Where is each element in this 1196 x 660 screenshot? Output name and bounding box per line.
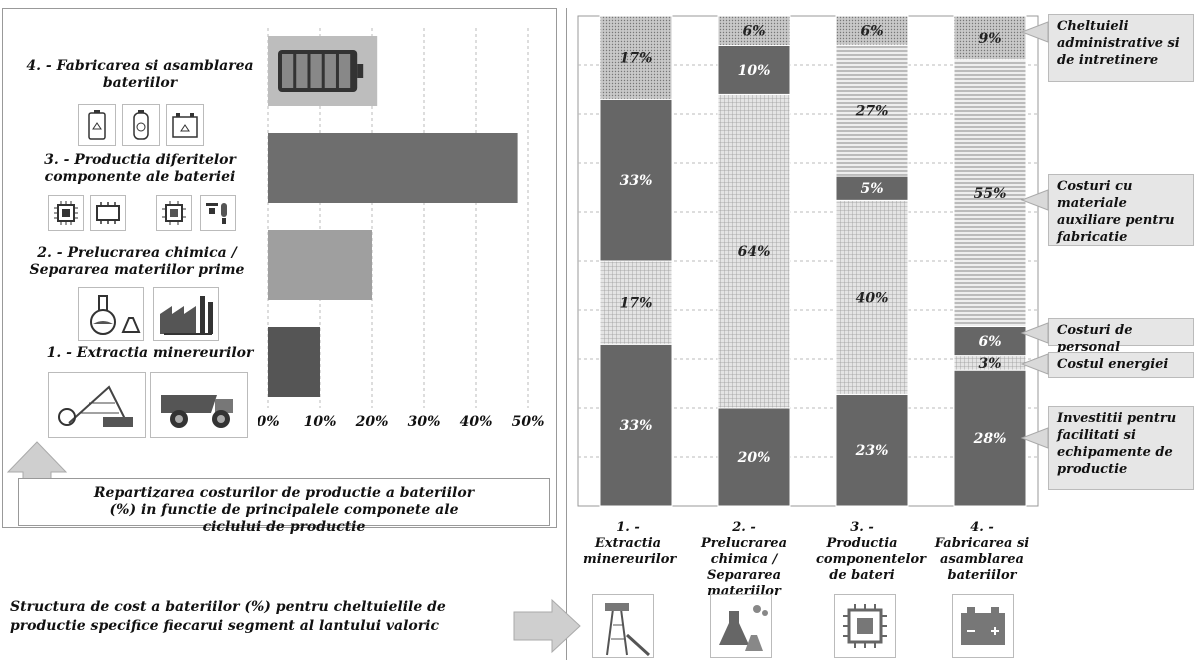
factory-icon (153, 287, 219, 341)
stage-4-label: 4. - Fabricarea si asamblarea bateriilor (26, 58, 254, 91)
segment-label: 27% (855, 104, 889, 120)
stage-1-label: 1. - Extractia minereurilor (46, 345, 254, 361)
stage-3-label: 3. - Productia diferitelor componente al… (44, 152, 236, 185)
segment-label: 6% (742, 24, 765, 40)
battery-cell (324, 54, 336, 88)
cylinder-battery-recycle-icon (122, 104, 160, 146)
stack-segment (835, 175, 909, 201)
stack-segment (835, 15, 909, 46)
chip-icon (48, 195, 84, 231)
legend-pointer-icon (1020, 353, 1049, 375)
segment-label: 6% (860, 24, 883, 40)
segment-label: 40% (856, 290, 889, 306)
stack-segment (835, 44, 909, 177)
segment-label: 17% (620, 296, 653, 312)
legend-pointer-icon (1020, 322, 1049, 344)
battery-terminal (357, 64, 364, 78)
car-battery-recycle-icon (166, 104, 204, 146)
legend-item: Costuri de personal (1048, 318, 1194, 355)
legend-item: Cheltuieli administrative si de intretin… (1048, 14, 1194, 82)
segment-label: 33% (620, 418, 653, 434)
segment-label: 33% (620, 173, 653, 189)
x-tick-label: 50% (512, 414, 545, 430)
horizontal-bar-chart: 0% 10% 20% 30% 40% 50% (258, 28, 545, 430)
flask-icon (78, 287, 144, 341)
bottom-caption: Structura de cost a bateriilor (%) pentr… (10, 599, 446, 634)
legend-pointer-icon (1020, 21, 1049, 43)
stack-segment (717, 407, 791, 507)
left-panel (2, 8, 557, 528)
battery-cell (296, 54, 308, 88)
stack-segment (953, 59, 1027, 327)
battery-cell (282, 54, 294, 88)
legend-item: Costuri cu materiale auxiliare pentru fa… (1048, 174, 1194, 246)
mining-tower-icon (592, 594, 654, 658)
legend-item: Investitii pentru facilitati si echipame… (1048, 406, 1194, 490)
segment-label: 28% (973, 431, 1007, 447)
segment-label: 55% (974, 186, 1007, 202)
stack-segment (717, 15, 791, 46)
stack-segment (835, 393, 909, 507)
stack-segment (717, 44, 791, 95)
segment-label: 64% (738, 244, 771, 260)
stack-segment (835, 199, 909, 395)
circuit-board-icon (90, 195, 126, 231)
stack-segment (599, 343, 673, 507)
segment-label: 6% (978, 334, 1001, 350)
mining-truck-icon (150, 372, 248, 438)
processor-icon (156, 195, 192, 231)
x-tick-label: 40% (460, 414, 493, 430)
vertical-divider (566, 8, 567, 660)
component-parts-icon (200, 195, 236, 231)
x-tick-label: 20% (355, 414, 389, 430)
xlabel-3: 3. - Productia componentelor de bateri (816, 520, 927, 583)
segment-label: 17% (620, 51, 653, 67)
bar (268, 230, 372, 300)
stage-2-label: 2. - Prelucrarea chimica / Separarea mat… (29, 245, 245, 278)
bar (268, 133, 518, 203)
stack-segment (599, 15, 673, 100)
stack-segment (953, 369, 1027, 507)
chip-component-icon (834, 594, 896, 658)
legend-item: Costul energiei (1048, 352, 1194, 378)
legend-pointer-icon (1020, 189, 1049, 211)
segment-label: 3% (978, 356, 1001, 372)
right-arrow-icon (513, 598, 581, 654)
chemistry-flask-icon (710, 594, 772, 658)
segment-label: 20% (737, 450, 771, 466)
legend-pointer-icon (1020, 427, 1049, 449)
battery-icon (952, 594, 1014, 658)
x-tick-label: 0% (258, 414, 280, 430)
bar (268, 327, 320, 397)
left-caption: Repartizarea costurilor de productie a b… (18, 478, 550, 535)
excavator-icon (48, 372, 146, 438)
stack-segment (599, 98, 673, 262)
stack-segment (953, 15, 1027, 61)
xlabel-4: 4. - Fabricarea si asamblarea bateriilor (934, 520, 1030, 583)
xlabel-1: 1. - Extractia minereurilor (583, 520, 677, 567)
segment-label: 10% (738, 63, 771, 79)
segment-label: 5% (860, 181, 883, 197)
stack-segment (599, 260, 673, 345)
battery-cell (310, 54, 322, 88)
x-tick-label: 30% (408, 414, 441, 430)
stacked-bar-chart: 33% 17% 33% 17% 20% 64% 10% 6% 23% 40% 5% 27% 6% 28% 3… (577, 15, 1039, 507)
battery-cell (338, 54, 351, 88)
battery-recycle-icon (78, 104, 116, 146)
segment-label: 9% (978, 31, 1001, 47)
segment-label: 23% (855, 443, 889, 459)
x-tick-label: 10% (304, 414, 337, 430)
